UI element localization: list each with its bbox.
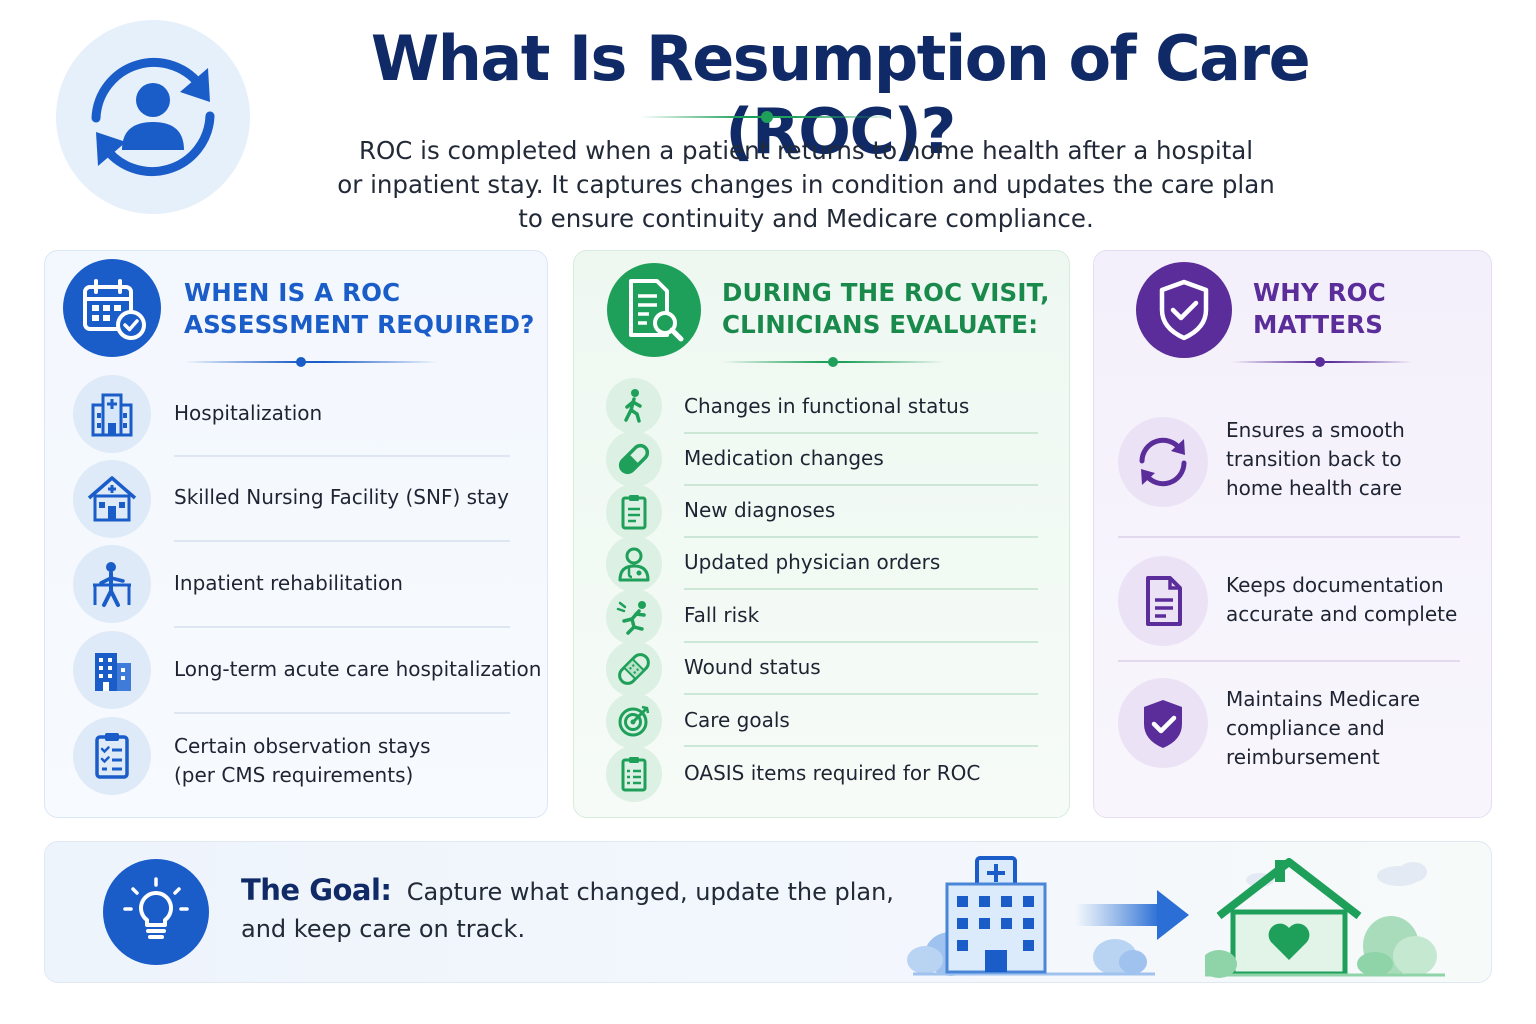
why-card-title: WHY ROC MATTERS bbox=[1253, 277, 1386, 341]
why-item-line: Maintains Medicare bbox=[1226, 687, 1421, 711]
physician-icon bbox=[606, 536, 662, 592]
divider bbox=[174, 626, 510, 628]
why-card-divider-dot bbox=[1315, 357, 1325, 367]
during-item-label: Care goals bbox=[684, 708, 790, 732]
when-card-title: WHEN IS A ROC ASSESSMENT REQUIRED? bbox=[184, 277, 535, 341]
during-item-label: OASIS items required for ROC bbox=[684, 761, 981, 785]
when-item-label: Hospitalization bbox=[174, 401, 323, 425]
divider bbox=[684, 484, 1038, 486]
shield-check-icon bbox=[1136, 262, 1232, 358]
during-item-label: Updated physician orders bbox=[684, 550, 941, 574]
during-item-label: Wound status bbox=[684, 655, 821, 679]
when-item-line: Certain observation stays bbox=[174, 734, 431, 758]
document-icon bbox=[1118, 556, 1208, 646]
during-item-label: New diagnoses bbox=[684, 498, 836, 522]
goal-text-line: and keep care on track. bbox=[241, 915, 526, 943]
why-card-title-line: MATTERS bbox=[1253, 310, 1384, 339]
divider bbox=[684, 693, 1038, 695]
divider bbox=[684, 745, 1038, 747]
when-card-title-line: ASSESSMENT REQUIRED? bbox=[184, 310, 535, 339]
why-item-label: Maintains Medicare compliance and reimbu… bbox=[1226, 685, 1420, 772]
clipboard-list-icon bbox=[606, 746, 662, 802]
divider bbox=[174, 712, 510, 714]
intro-line: ROC is completed when a patient returns … bbox=[358, 136, 1254, 165]
during-item-label: Medication changes bbox=[684, 446, 884, 470]
why-item-line: accurate and complete bbox=[1226, 602, 1458, 626]
document-search-icon bbox=[607, 263, 701, 357]
divider bbox=[1118, 660, 1460, 662]
when-item-label: Certain observation stays (per CMS requi… bbox=[174, 732, 431, 790]
why-item-line: Ensures a smooth bbox=[1226, 418, 1405, 442]
during-item-label: Fall risk bbox=[684, 603, 760, 627]
home-heart-icon bbox=[1205, 858, 1445, 978]
clipboard-icon bbox=[606, 484, 662, 540]
when-item-label: Skilled Nursing Facility (SNF) stay bbox=[174, 485, 509, 509]
during-card-title-line: DURING THE ROC VISIT, bbox=[722, 278, 1050, 307]
why-item-line: reimbursement bbox=[1226, 745, 1380, 769]
hospital-icon bbox=[73, 375, 151, 453]
goal-text-line: Capture what changed, update the plan, bbox=[406, 878, 894, 906]
calendar-check-icon bbox=[63, 259, 161, 357]
during-card-title: DURING THE ROC VISIT, CLINICIANS EVALUAT… bbox=[722, 277, 1050, 341]
why-item-line: compliance and bbox=[1226, 716, 1385, 740]
when-item-label: Inpatient rehabilitation bbox=[174, 571, 403, 595]
divider bbox=[684, 641, 1038, 643]
divider bbox=[684, 536, 1038, 538]
bandage-icon bbox=[606, 641, 662, 697]
when-card-title-line: WHEN IS A ROC bbox=[184, 278, 401, 307]
divider bbox=[684, 588, 1038, 590]
why-card-title-line: WHY ROC bbox=[1253, 278, 1386, 307]
person-refresh-icon bbox=[56, 20, 250, 214]
intro-line: or inpatient stay. It captures changes i… bbox=[337, 170, 1275, 199]
why-item-line: home health care bbox=[1226, 476, 1403, 500]
when-item-label: Long-term acute care hospitalization bbox=[174, 657, 542, 681]
sync-arrows-icon bbox=[1118, 417, 1208, 507]
page-title: What Is Resumption of Care (ROC)? bbox=[370, 22, 1311, 168]
intro-paragraph: ROC is completed when a patient returns … bbox=[300, 134, 1312, 236]
arrow-right-icon bbox=[1075, 890, 1189, 940]
intro-line: to ensure continuity and Medicare compli… bbox=[518, 204, 1094, 233]
rehabilitation-icon bbox=[73, 545, 151, 623]
divider bbox=[174, 540, 510, 542]
pill-icon bbox=[606, 431, 662, 487]
why-item-label: Keeps documentation accurate and complet… bbox=[1226, 571, 1457, 629]
goal-label: The Goal: bbox=[241, 873, 392, 907]
during-card-divider-dot bbox=[828, 357, 838, 367]
building-icon bbox=[73, 631, 151, 709]
target-icon bbox=[606, 693, 662, 749]
clipboard-list-icon bbox=[73, 717, 151, 795]
shield-check-icon bbox=[1118, 678, 1208, 768]
why-item-line: Keeps documentation bbox=[1226, 573, 1444, 597]
title-divider-dot bbox=[761, 111, 773, 123]
during-card-title-line: CLINICIANS EVALUATE: bbox=[722, 310, 1039, 339]
goal-banner: The Goal: Capture what changed, update t… bbox=[44, 841, 1492, 983]
nursing-home-icon bbox=[73, 460, 151, 538]
when-card-divider bbox=[184, 361, 438, 363]
why-item-label: Ensures a smooth transition back to home… bbox=[1226, 416, 1405, 503]
falling-person-icon bbox=[606, 589, 662, 645]
divider bbox=[684, 432, 1038, 434]
goal-statement: The Goal: Capture what changed, update t… bbox=[241, 872, 921, 948]
why-item-line: transition back to bbox=[1226, 447, 1402, 471]
divider bbox=[1118, 536, 1460, 538]
when-item-line: (per CMS requirements) bbox=[174, 763, 414, 787]
walking-person-icon bbox=[606, 378, 662, 434]
divider bbox=[174, 455, 510, 457]
during-item-label: Changes in functional status bbox=[684, 394, 970, 418]
hospital-icon bbox=[945, 856, 1047, 974]
lightbulb-icon bbox=[103, 859, 209, 965]
when-card-divider-dot bbox=[296, 357, 306, 367]
